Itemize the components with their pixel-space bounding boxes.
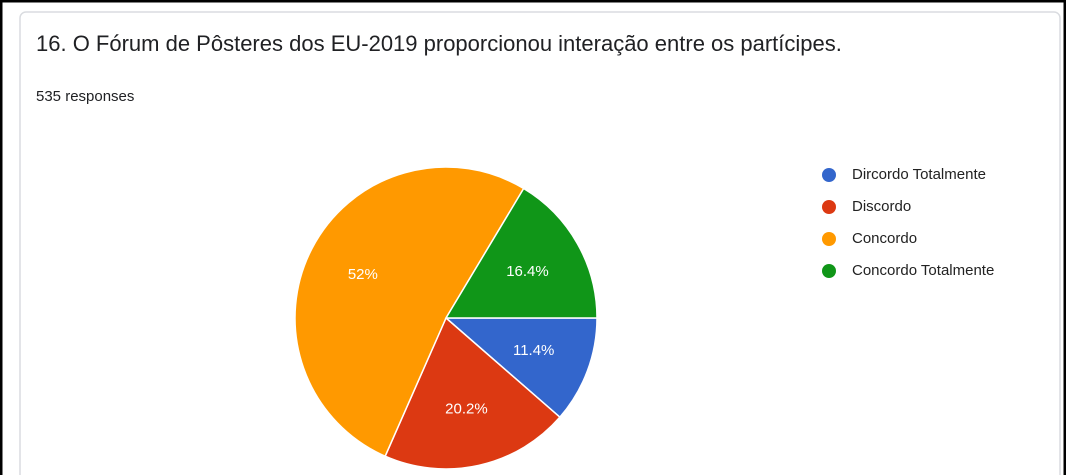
legend-swatch [822, 168, 836, 182]
slice-label: 16.4% [506, 263, 549, 280]
chart-subtitle: 535 responses [36, 88, 134, 105]
slice-label: 11.4% [513, 342, 554, 359]
legend-swatch [822, 264, 836, 278]
legend-label: Concordo Totalmente [852, 262, 994, 279]
pie-slice [444, 187, 598, 319]
pie-slice [384, 316, 561, 470]
legend-label: Discordo [852, 198, 911, 215]
chart-title: 16. O Fórum de Pôsteres dos EU-2019 prop… [36, 31, 842, 56]
legend-label: Dircordo Totalmente [852, 166, 986, 183]
legend-swatch [822, 200, 836, 214]
slice-label: 52% [348, 266, 378, 283]
slice-label: 20.2% [445, 400, 488, 417]
pie-slice [443, 317, 598, 419]
legend-label: Concordo [852, 230, 917, 247]
legend-swatch [822, 232, 836, 246]
pie-slice [294, 166, 525, 458]
